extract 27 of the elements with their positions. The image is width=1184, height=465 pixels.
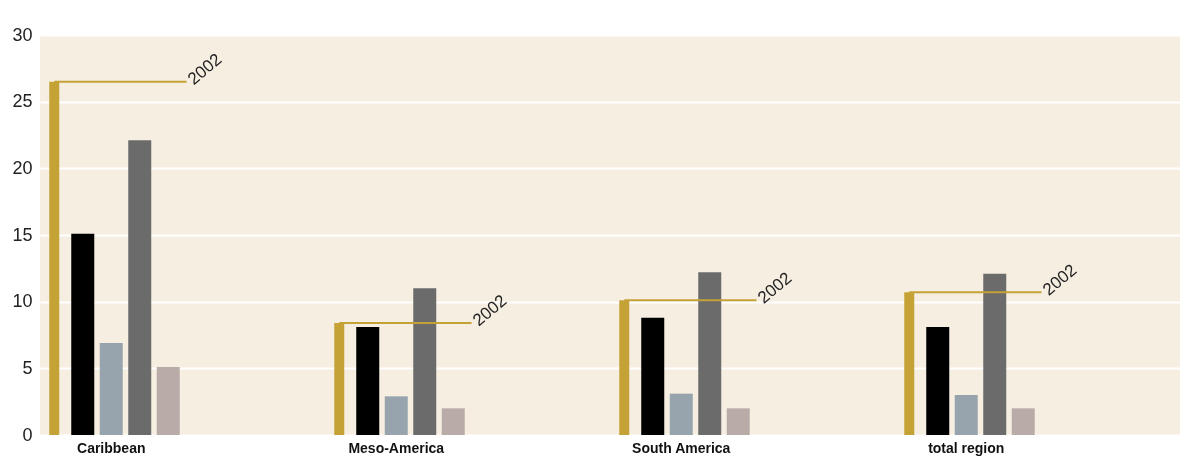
bar: [99, 343, 123, 435]
bar: [983, 273, 1007, 435]
y-tick-label: 30: [12, 24, 33, 45]
x-tick-label: South America: [632, 439, 731, 456]
y-tick-label: 10: [12, 291, 33, 312]
bar: [726, 408, 750, 435]
bar: [669, 393, 693, 435]
y-tick-label: 15: [12, 224, 33, 245]
x-tick-label: total region: [928, 439, 1005, 456]
bar: [356, 327, 380, 435]
bar: [156, 367, 180, 435]
bar: [641, 317, 665, 435]
bar: [698, 272, 722, 435]
y-tick-label: 0: [22, 424, 33, 445]
bar: [441, 408, 465, 435]
bar: [954, 395, 978, 435]
bar: [128, 140, 152, 435]
bar: [413, 288, 437, 435]
y-tick-label: 20: [12, 157, 33, 178]
bar: [1011, 408, 1035, 435]
x-tick-label: Caribbean: [77, 439, 146, 456]
y-tick-label: 5: [22, 357, 33, 378]
bar: [926, 327, 950, 435]
y-tick-label: 25: [12, 91, 33, 112]
bar: [384, 396, 408, 435]
bar: [71, 233, 95, 435]
x-tick-label: Meso-America: [348, 439, 445, 456]
